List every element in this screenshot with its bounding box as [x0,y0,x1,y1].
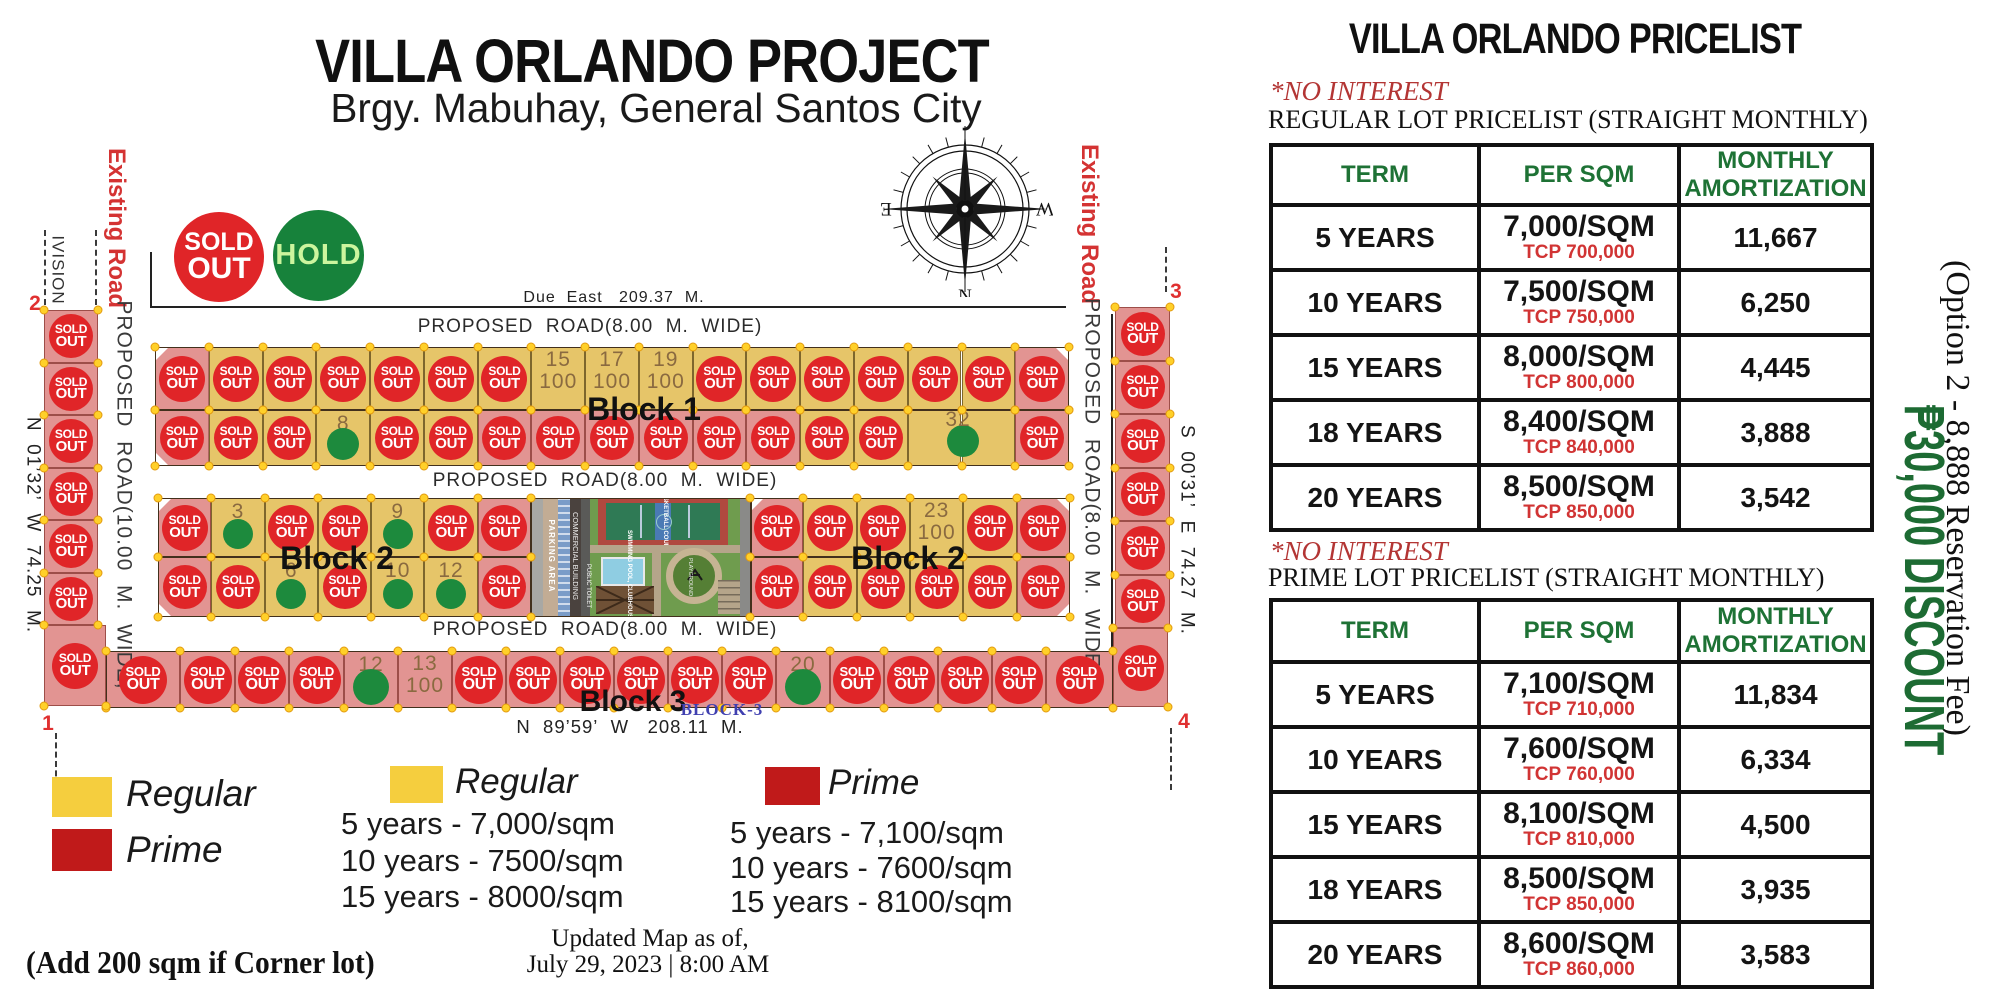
svg-text:W: W [1036,198,1053,219]
svg-text:N: N [958,286,972,297]
svg-text:E: E [880,198,892,219]
